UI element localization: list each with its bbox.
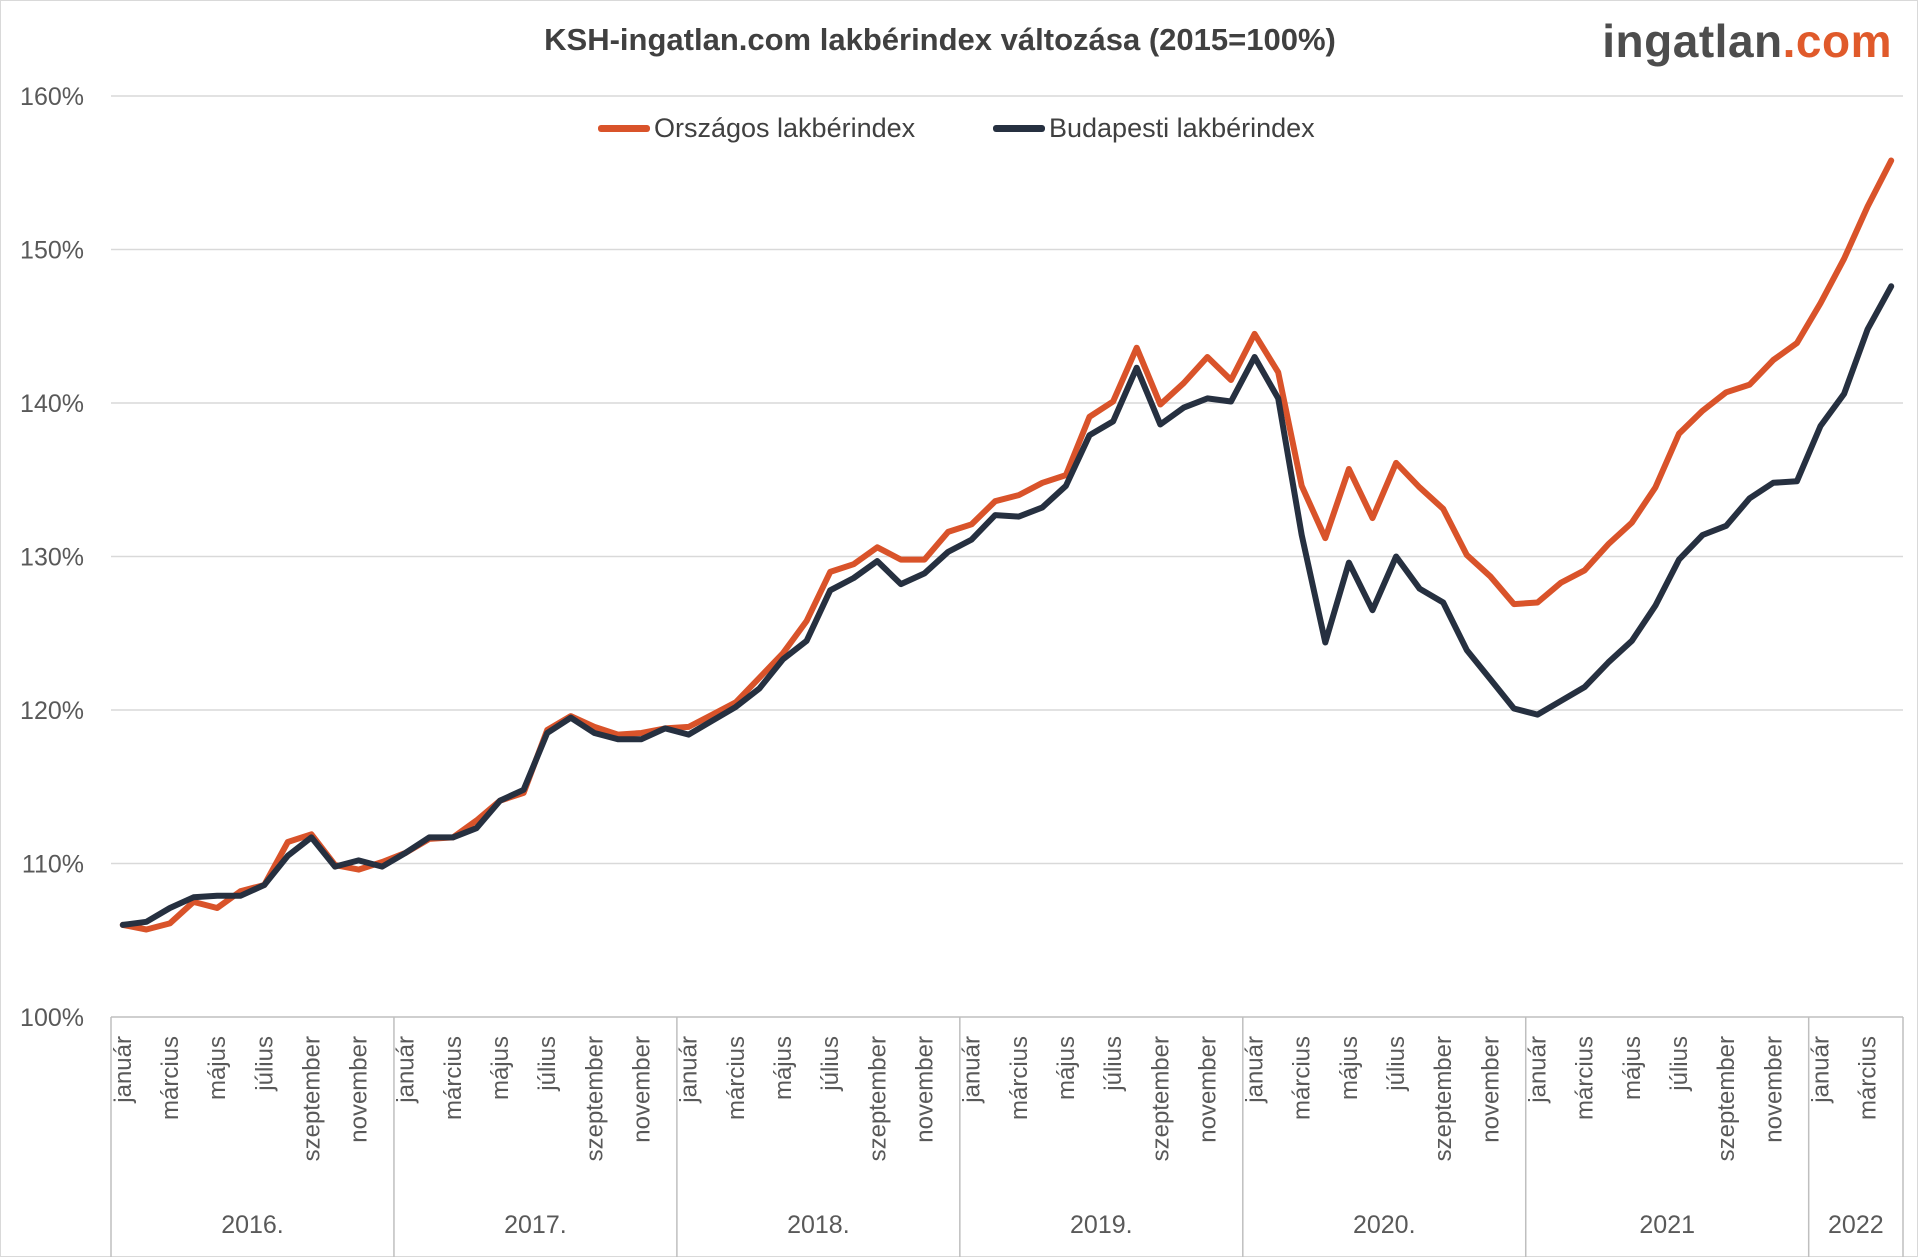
month-label: szeptember (1147, 1036, 1174, 1161)
month-label: január (1525, 1036, 1552, 1104)
year-label: 2019. (1070, 1211, 1133, 1239)
month-label: november (1477, 1036, 1504, 1143)
legend-item-budapest: Budapesti lakbérindex (993, 113, 1315, 144)
month-label: július (534, 1036, 561, 1092)
month-label: július (1666, 1036, 1693, 1092)
month-label: május (770, 1036, 797, 1100)
month-label: március (157, 1036, 184, 1120)
month-label: január (1807, 1036, 1834, 1104)
month-label: szeptember (1713, 1036, 1740, 1161)
month-label: január (676, 1036, 703, 1104)
logo-accent-text: .com (1782, 15, 1892, 67)
series-line-budapest (119, 283, 1895, 928)
y-tick-label: 120% (20, 697, 84, 725)
month-label: január (959, 1036, 986, 1104)
month-label: május (1619, 1036, 1646, 1100)
month-label: május (1336, 1036, 1363, 1100)
month-label: március (440, 1036, 467, 1120)
month-label: március (1006, 1036, 1033, 1120)
month-label: január (1242, 1036, 1269, 1104)
year-label: 2020. (1353, 1211, 1416, 1239)
ingatlan-logo: ingatlan.com (1602, 14, 1892, 68)
y-tick-label: 130% (20, 544, 84, 572)
legend-swatch-budapest (993, 125, 1045, 132)
month-label: november (629, 1036, 656, 1143)
month-label: szeptember (864, 1036, 891, 1161)
y-tick-label: 160% (20, 83, 84, 111)
month-label: május (204, 1036, 231, 1100)
month-label: március (1572, 1036, 1599, 1120)
month-label: július (251, 1036, 278, 1092)
y-tick-label: 140% (20, 390, 84, 418)
year-label: 2016. (221, 1211, 284, 1239)
chart-title: KSH-ingatlan.com lakbérindex változása (… (544, 22, 1336, 57)
year-label: 2018. (787, 1211, 850, 1239)
year-label: 2022 (1828, 1211, 1884, 1239)
month-label: november (911, 1036, 938, 1143)
month-label: szeptember (1430, 1036, 1457, 1161)
month-label: január (110, 1036, 137, 1104)
month-label: július (817, 1036, 844, 1092)
month-label: március (1855, 1036, 1882, 1120)
y-tick-label: 150% (20, 237, 84, 265)
year-label: 2021 (1639, 1211, 1695, 1239)
month-label: január (393, 1036, 420, 1104)
month-label: szeptember (298, 1036, 325, 1161)
month-label: március (723, 1036, 750, 1120)
month-label: szeptember (581, 1036, 608, 1161)
month-label: május (487, 1036, 514, 1100)
y-tick-label: 100% (20, 1004, 84, 1032)
legend-label-orszagos: Országos lakbérindex (654, 113, 916, 143)
month-label: november (1760, 1036, 1787, 1143)
legend-swatch-orszagos (598, 125, 650, 132)
legend-label-budapest: Budapesti lakbérindex (1049, 113, 1315, 143)
legend-item-orszagos: Országos lakbérindex (598, 113, 915, 144)
month-label: július (1100, 1036, 1127, 1092)
month-label: március (1289, 1036, 1316, 1120)
chart-legend: Országos lakbérindex Budapesti lakbérind… (0, 113, 1920, 149)
month-label: május (1053, 1036, 1080, 1100)
y-tick-label: 110% (22, 851, 84, 879)
year-label: 2017. (504, 1211, 567, 1239)
series-line-orszagos (119, 157, 1895, 933)
month-label: július (1383, 1036, 1410, 1092)
logo-main-text: ingatlan (1602, 15, 1783, 67)
month-label: november (346, 1036, 373, 1143)
month-label: november (1194, 1036, 1221, 1143)
